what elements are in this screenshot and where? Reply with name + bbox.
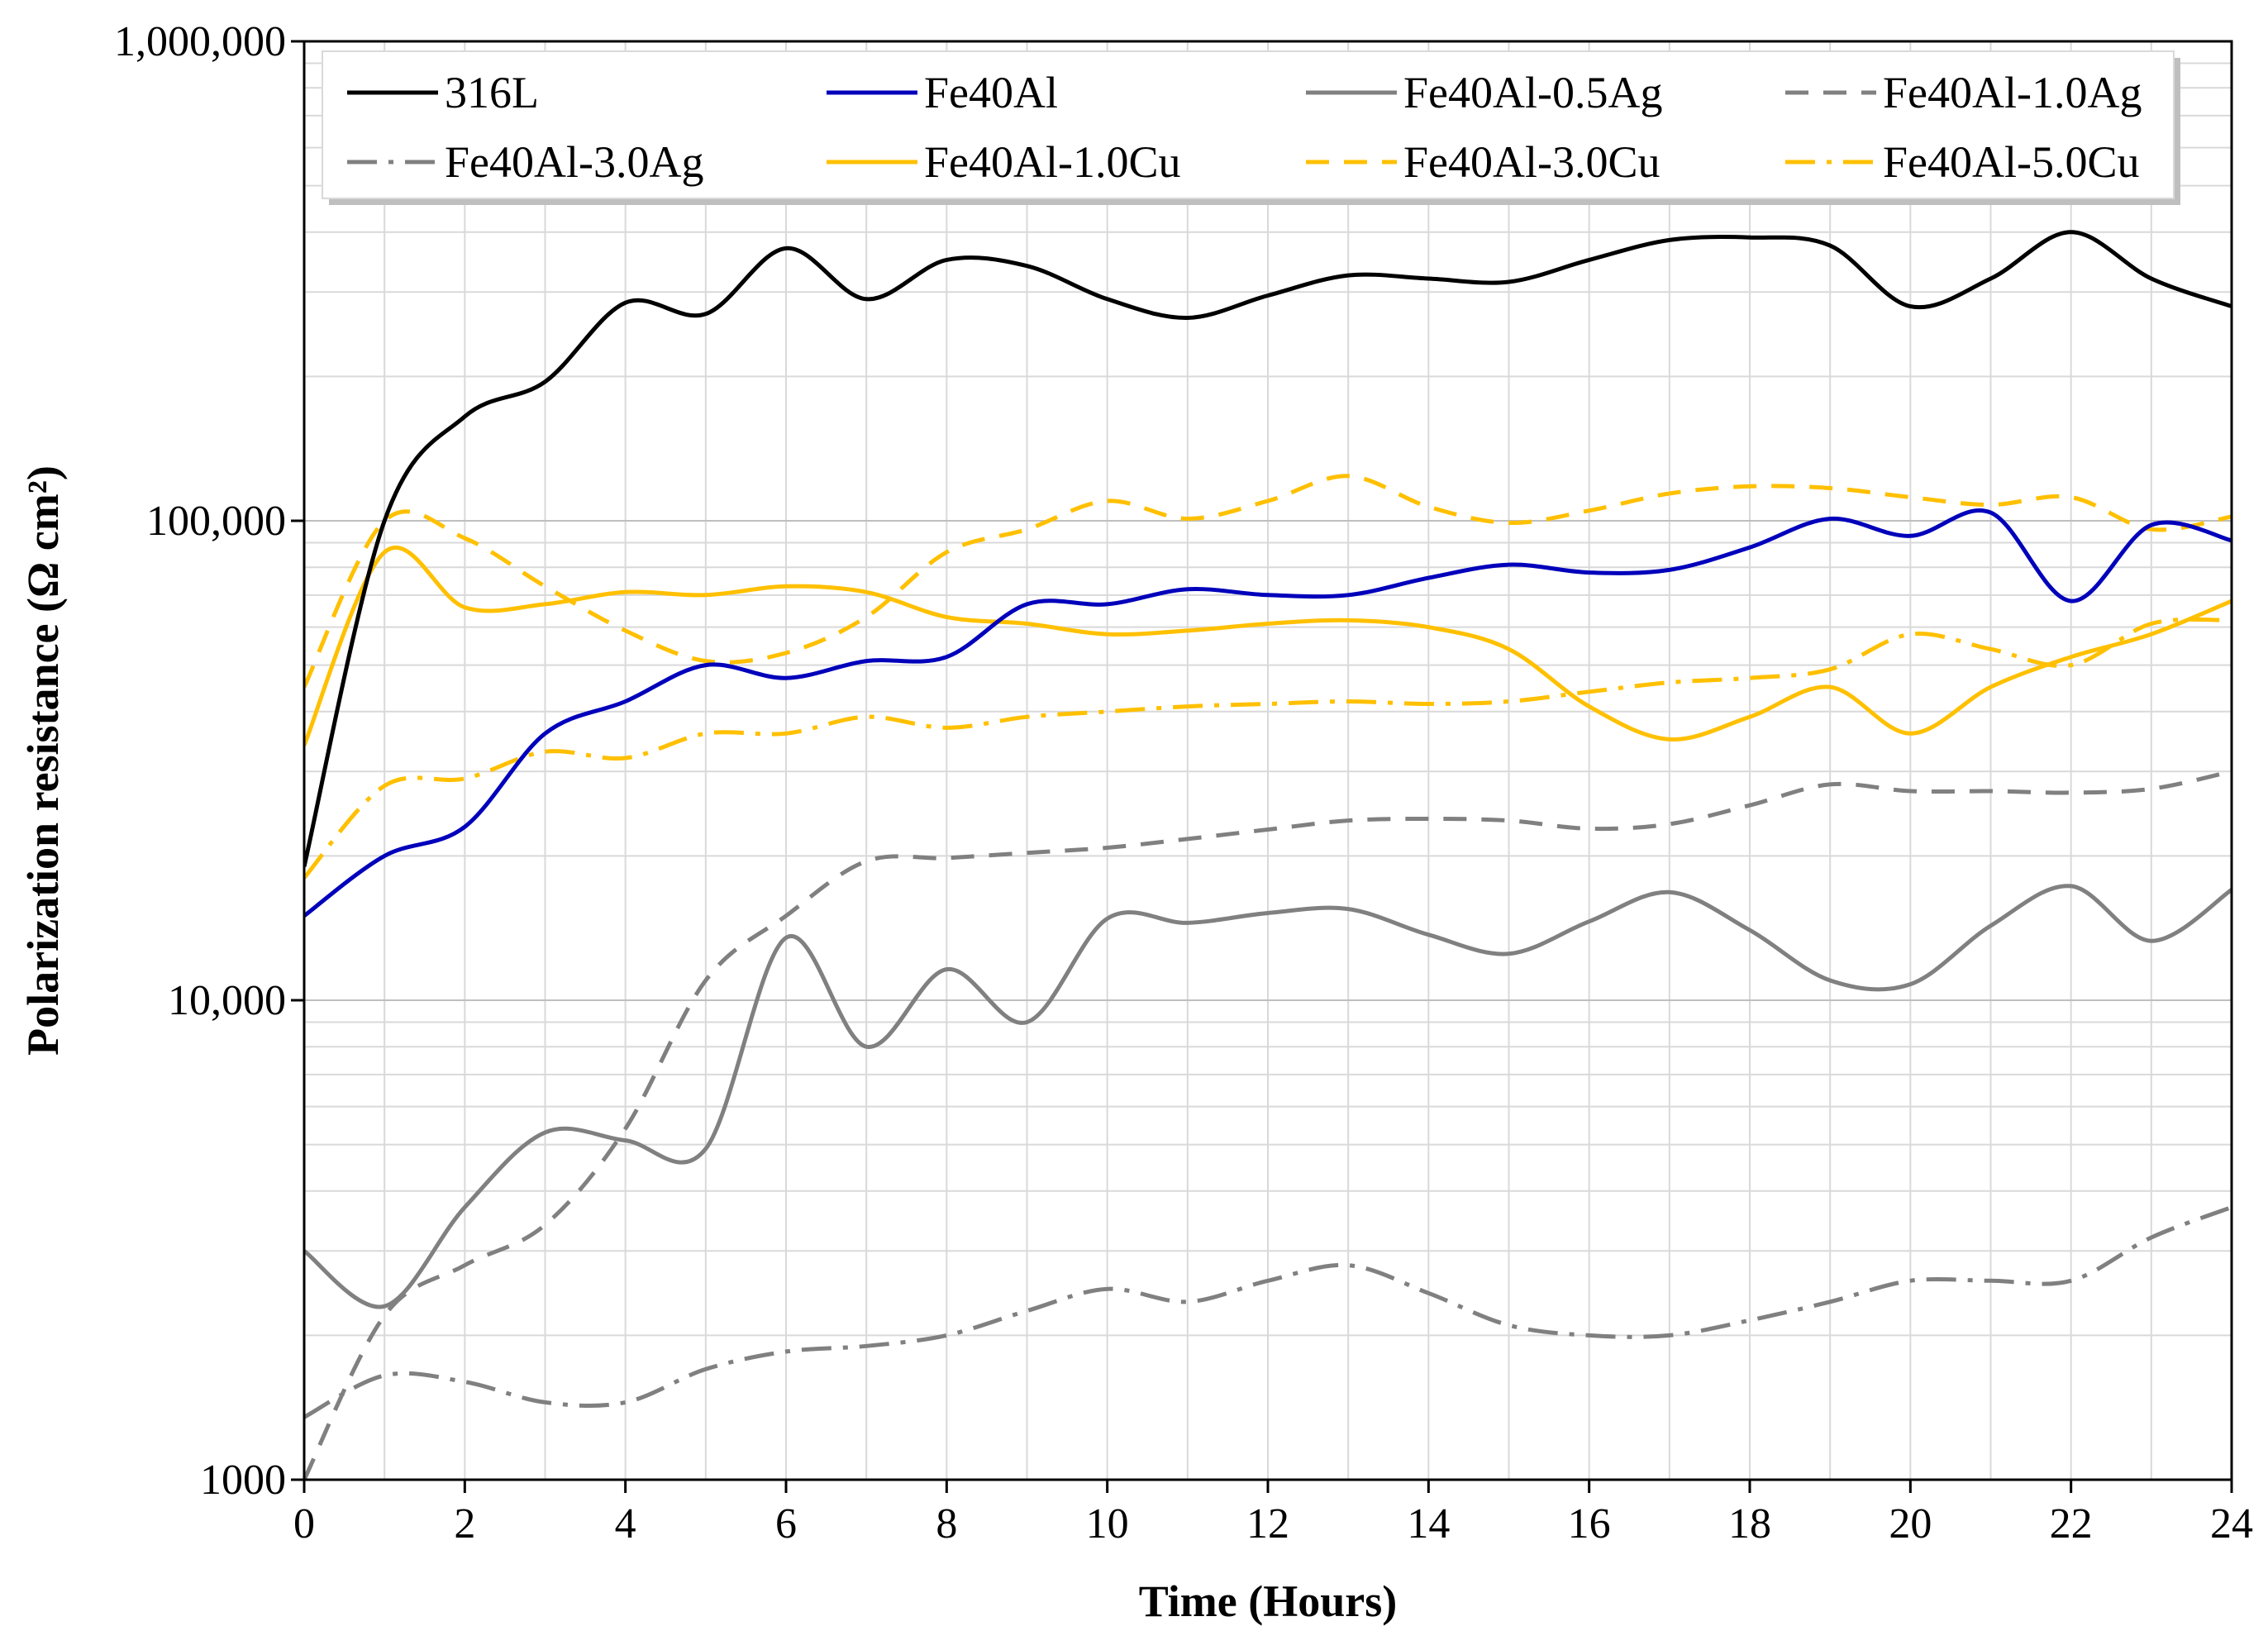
x-tick-label: 8 — [936, 1500, 957, 1547]
legend-label: Fe40Al — [924, 68, 1058, 117]
x-tick-label: 6 — [775, 1500, 797, 1547]
x-tick-label: 14 — [1407, 1500, 1450, 1547]
series-layer — [304, 230, 2232, 1480]
y-tick-label: 1,000,000 — [114, 18, 286, 65]
x-tick-label: 20 — [1889, 1500, 1932, 1547]
x-tick-label: 2 — [454, 1500, 475, 1547]
series-line-fe40al-1-0ag — [304, 769, 2232, 1480]
legend-label: Fe40Al-5.0Cu — [1883, 137, 2140, 187]
legend-label: Fe40Al-3.0Cu — [1403, 137, 1660, 187]
x-tick-label: 4 — [615, 1500, 636, 1547]
x-tick-label: 24 — [2210, 1500, 2253, 1547]
x-tick-label: 10 — [1086, 1500, 1129, 1547]
legend-label: Fe40Al-1.0Cu — [924, 137, 1181, 187]
legend-label: Fe40Al-1.0Ag — [1883, 68, 2142, 117]
x-tick-label: 12 — [1246, 1500, 1289, 1547]
legend-label: 316L — [445, 68, 539, 117]
x-tick-label: 18 — [1728, 1500, 1771, 1547]
x-tick-label: 16 — [1568, 1500, 1611, 1547]
series-line-fe40al — [304, 508, 2232, 918]
series-line-fe40al-3-0ag — [304, 1205, 2232, 1419]
x-tick-label: 22 — [2050, 1500, 2093, 1547]
axes: 0 2 4 6 8 10 12 14 16 18 20 22 24100010,000100,0001,… — [114, 18, 2253, 1547]
legend-label: Fe40Al-3.0Ag — [445, 137, 703, 187]
x-axis-title: Time (Hours) — [1139, 1576, 1397, 1626]
series-line-fe40al-3-0cu — [304, 474, 2232, 689]
legend: 316L Fe40Al Fe40Al-0.5Ag Fe40Al-1.0Ag Fe40Al… — [322, 50, 2180, 205]
x-tick-label: 0 — [293, 1500, 315, 1547]
y-tick-label: 10,000 — [168, 977, 286, 1024]
series-line-fe40al-1-0cu — [304, 545, 2232, 746]
y-axis-title: Polarization resistance (Ω cm²) — [18, 465, 68, 1056]
series-line-fe40al-0-5ag — [304, 884, 2232, 1309]
grid — [303, 41, 2232, 1481]
legend-box — [322, 50, 2175, 199]
legend-label: Fe40Al-0.5Ag — [1403, 68, 1662, 117]
series-line-fe40al-5-0cu — [304, 617, 2232, 880]
series-line-316l — [304, 230, 2232, 867]
y-tick-label: 1000 — [200, 1457, 286, 1504]
y-tick-label: 100,000 — [146, 498, 286, 545]
